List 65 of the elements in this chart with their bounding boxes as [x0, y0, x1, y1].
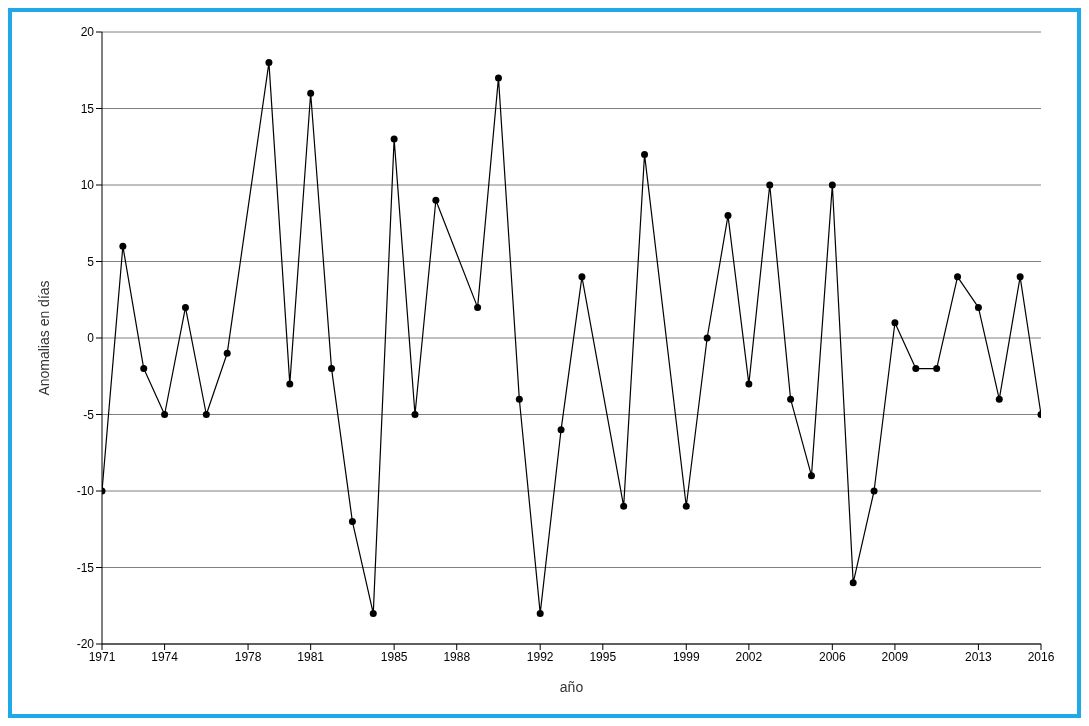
x-tick-label: 2013 [965, 649, 993, 664]
point [641, 150, 649, 158]
point [620, 502, 628, 510]
point [181, 303, 189, 311]
point [307, 89, 315, 97]
point [974, 303, 982, 311]
y-tick-label: 5 [87, 254, 95, 269]
point [390, 135, 398, 143]
point [849, 579, 857, 587]
x-tick-label: 1999 [672, 649, 700, 664]
point [954, 273, 962, 281]
y-tick-label: 10 [80, 178, 95, 193]
point [578, 273, 586, 281]
x-tick-label: 2006 [818, 649, 846, 664]
point [411, 411, 419, 418]
x-tick-label: 1988 [443, 649, 471, 664]
x-tick-label: 1971 [88, 649, 116, 664]
y-tick-label: 0 [87, 331, 95, 346]
point [161, 411, 169, 418]
y-tick-label: -5 [83, 407, 95, 422]
x-tick-label: 1981 [297, 649, 325, 664]
point [807, 472, 815, 480]
x-tick-label: 2016 [1027, 649, 1055, 664]
point [265, 59, 273, 67]
point [682, 502, 690, 510]
point [328, 365, 336, 373]
point [286, 380, 294, 388]
point [933, 365, 941, 373]
y-tick-label: -10 [76, 484, 95, 499]
point [432, 196, 440, 204]
point [515, 395, 523, 403]
x-axis-title: año [559, 679, 584, 695]
point [828, 181, 836, 189]
x-tick-label: 1992 [526, 649, 554, 664]
x-tick-label: 1995 [589, 649, 617, 664]
x-tick-label: 2009 [881, 649, 909, 664]
x-tick-label: 1978 [234, 649, 262, 664]
point [787, 395, 795, 403]
point [474, 303, 482, 311]
point [369, 609, 377, 617]
x-tick-label: 1974 [151, 649, 179, 664]
point [912, 365, 920, 373]
point [1016, 273, 1024, 281]
y-tick-label: -15 [76, 560, 95, 575]
point [119, 242, 127, 250]
point [494, 74, 502, 82]
point [557, 426, 565, 434]
y-tick-label: 15 [80, 101, 95, 116]
point [745, 380, 753, 388]
point [995, 395, 1003, 403]
point [348, 518, 356, 526]
point [891, 319, 899, 327]
point [223, 349, 231, 357]
point [140, 365, 148, 373]
point [724, 212, 732, 220]
x-tick-label: 2002 [735, 649, 763, 664]
y-axis-title: Anomalias en días [35, 280, 52, 396]
point [870, 487, 878, 495]
point [766, 181, 774, 189]
y-tick-label: 20 [80, 25, 95, 40]
point [536, 609, 544, 617]
point [703, 334, 711, 342]
y-tick-label: -20 [76, 637, 95, 652]
x-tick-label: 1985 [380, 649, 408, 664]
point [202, 411, 210, 418]
